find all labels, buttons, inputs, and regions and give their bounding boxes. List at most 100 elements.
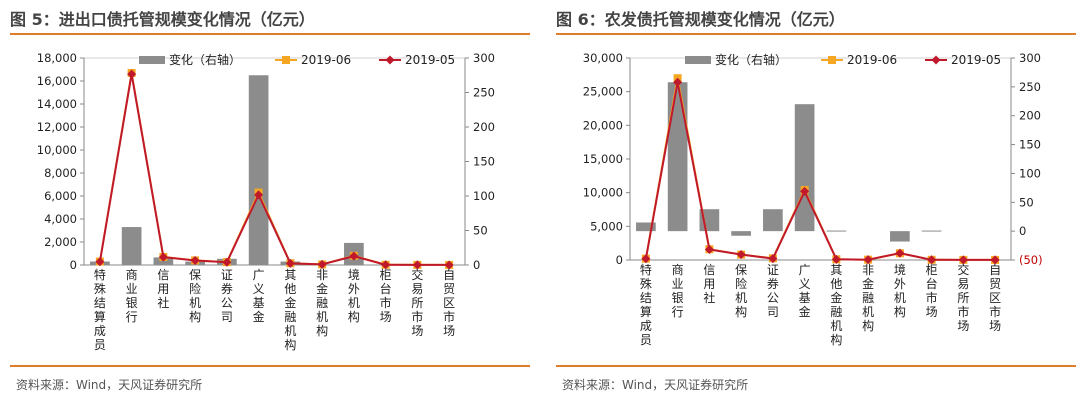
y-tick-label-left: 0	[70, 258, 77, 272]
source-divider	[556, 365, 1076, 367]
marker-2019-05	[190, 256, 200, 266]
marker-2019-05	[317, 259, 327, 269]
x-tick-label: 保险机构	[189, 268, 201, 324]
legend-swatch-marker	[282, 56, 290, 64]
y-tick-label-right: 50	[1019, 195, 1034, 209]
y-tick-label-right: 200	[1019, 109, 1041, 123]
y-tick-label-left: 5,000	[590, 219, 623, 233]
bar-change	[921, 230, 942, 232]
title-divider	[556, 33, 1076, 35]
marker-2019-05	[927, 255, 937, 265]
y-tick-label-left: 4,000	[44, 212, 77, 226]
x-tick-label: 商业银行	[126, 267, 138, 324]
y-tick-label-left: 14,000	[37, 97, 77, 111]
marker-2019-05	[768, 254, 778, 264]
chart-fig6: 0 5,000 10,000 15,000 20,000 25,000 30,000 (50)…	[583, 51, 1043, 347]
y-tick-label-left: 16,000	[37, 74, 77, 88]
marker-2019-05	[222, 257, 232, 267]
x-tick-label: 特殊结算成员	[640, 262, 652, 347]
x-tick-label: 保险机构	[735, 263, 747, 319]
y-tick-label-right: 200	[473, 120, 495, 134]
x-tick-label: 商业银行	[672, 262, 684, 319]
x-tick-label: 交易所市场	[411, 267, 423, 338]
x-tick-label: 信用社	[703, 263, 715, 305]
marker-2019-05	[736, 250, 746, 260]
line-series-2019-06	[644, 78, 996, 261]
legend-label: 2019-06	[847, 53, 897, 67]
legend-label: 变化（右轴）	[715, 52, 787, 67]
bar-change	[248, 75, 269, 265]
legend-label: 2019-06	[301, 53, 351, 67]
x-tick-label: 其他金融机构	[830, 263, 842, 347]
legend-swatch-bar	[685, 56, 711, 64]
y-tick-label-left: 15,000	[583, 152, 623, 166]
title-divider	[10, 33, 530, 35]
x-tick-label: 特殊结算成员	[94, 267, 106, 352]
y-tick-label-right: 50	[473, 224, 488, 238]
x-tick-label: 非金融机构	[316, 268, 328, 338]
marker-2019-05	[990, 255, 1000, 265]
source-divider	[10, 365, 530, 367]
bar-change	[763, 209, 783, 232]
y-tick-label-left: 8,000	[44, 166, 77, 180]
marker-2019-05	[895, 248, 905, 258]
y-tick-label-right: 0	[473, 258, 480, 272]
y-tick-label-right: 150	[1019, 138, 1041, 152]
marker-2019-05	[444, 260, 454, 270]
line-series-2019-05	[98, 73, 450, 266]
marker-2019-05	[254, 190, 264, 200]
chart-panel-fig5: 图 5：进出口债托管规模变化情况（亿元） 0 2,000 4,000 6,000 8,0…	[10, 0, 530, 403]
x-tick-label: 信用社	[157, 268, 169, 310]
y-tick-label-left: 25,000	[583, 85, 623, 99]
marker-2019-05	[704, 244, 714, 254]
marker-2019-05	[863, 255, 873, 265]
marker-2019-05	[381, 260, 391, 270]
marker-2019-05	[349, 251, 359, 261]
chart-title: 图 5：进出口债托管规模变化情况（亿元）	[10, 10, 315, 29]
legend-swatch-bar	[139, 56, 165, 64]
y-tick-label-left: 2,000	[44, 235, 77, 249]
bar-change	[826, 230, 847, 232]
y-tick-label-left: 20,000	[583, 118, 623, 132]
y-tick-label-left: 10,000	[37, 143, 77, 157]
y-tick-label-right: 250	[473, 86, 495, 100]
marker-2019-05	[412, 260, 422, 270]
x-tick-label: 证券公司	[221, 268, 233, 324]
legend-swatch-marker	[385, 55, 395, 65]
legend-label: 2019-05	[405, 53, 455, 67]
y-tick-label-left: 30,000	[583, 51, 623, 65]
bar-change	[121, 227, 142, 265]
chart-title: 图 6：农发债托管规模变化情况（亿元）	[556, 10, 845, 29]
bar-change	[667, 82, 688, 232]
y-tick-label-right: 250	[1019, 80, 1041, 94]
legend-label: 变化（右轴）	[169, 52, 241, 67]
legend-swatch-marker	[828, 56, 836, 64]
y-tick-label-right: 300	[473, 51, 495, 65]
bar-change	[636, 222, 656, 232]
y-tick-label-right: 100	[473, 189, 495, 203]
y-tick-label-right: 300	[1019, 51, 1041, 65]
y-tick-label-left: 12,000	[37, 120, 77, 134]
x-tick-label: 证券公司	[767, 263, 779, 319]
marker-2019-05	[958, 255, 968, 265]
marker-2019-05	[831, 254, 841, 264]
legend-swatch-marker	[931, 55, 941, 65]
x-tick-label: 其他金融机构	[284, 268, 296, 352]
x-tick-label: 广义基金	[799, 263, 811, 319]
marker-2019-05	[285, 258, 295, 268]
line-series-2019-06	[98, 72, 450, 266]
line-series-2019-05	[644, 82, 996, 261]
marker-2019-05	[673, 77, 683, 87]
y-tick-label-right: 100	[1019, 166, 1041, 180]
y-tick-label-left: 18,000	[37, 51, 77, 65]
chart-panel-fig6: 图 6：农发债托管规模变化情况（亿元） 0 5,000 10,000 15,000 20…	[556, 0, 1076, 403]
marker-2019-05	[641, 254, 651, 264]
x-tick-label: 柜台市场	[380, 268, 392, 324]
bar-change	[731, 231, 751, 236]
x-tick-label: 自贸区市场	[989, 263, 1001, 333]
chart-fig5: 0 2,000 4,000 6,000 8,000 10,000 12,000 14,000 1…	[37, 51, 495, 352]
x-tick-label: 交易所市场	[957, 262, 969, 333]
y-tick-label-right: 150	[473, 155, 495, 169]
marker-2019-05	[127, 69, 137, 79]
marker-2019-05	[158, 252, 168, 262]
